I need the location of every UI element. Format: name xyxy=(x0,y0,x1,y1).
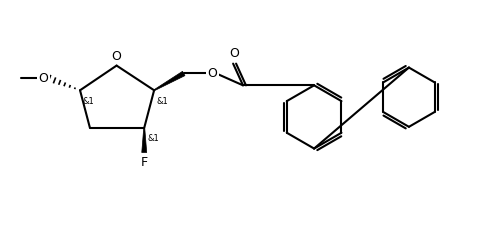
Text: F: F xyxy=(140,156,148,169)
Text: &1: &1 xyxy=(156,97,168,106)
Text: O: O xyxy=(208,67,217,80)
Text: &1: &1 xyxy=(147,134,159,143)
Polygon shape xyxy=(154,71,185,91)
Text: &1: &1 xyxy=(82,97,94,106)
Text: O: O xyxy=(38,72,49,85)
Text: O: O xyxy=(112,50,122,63)
Text: O: O xyxy=(229,47,239,60)
Polygon shape xyxy=(142,128,147,153)
